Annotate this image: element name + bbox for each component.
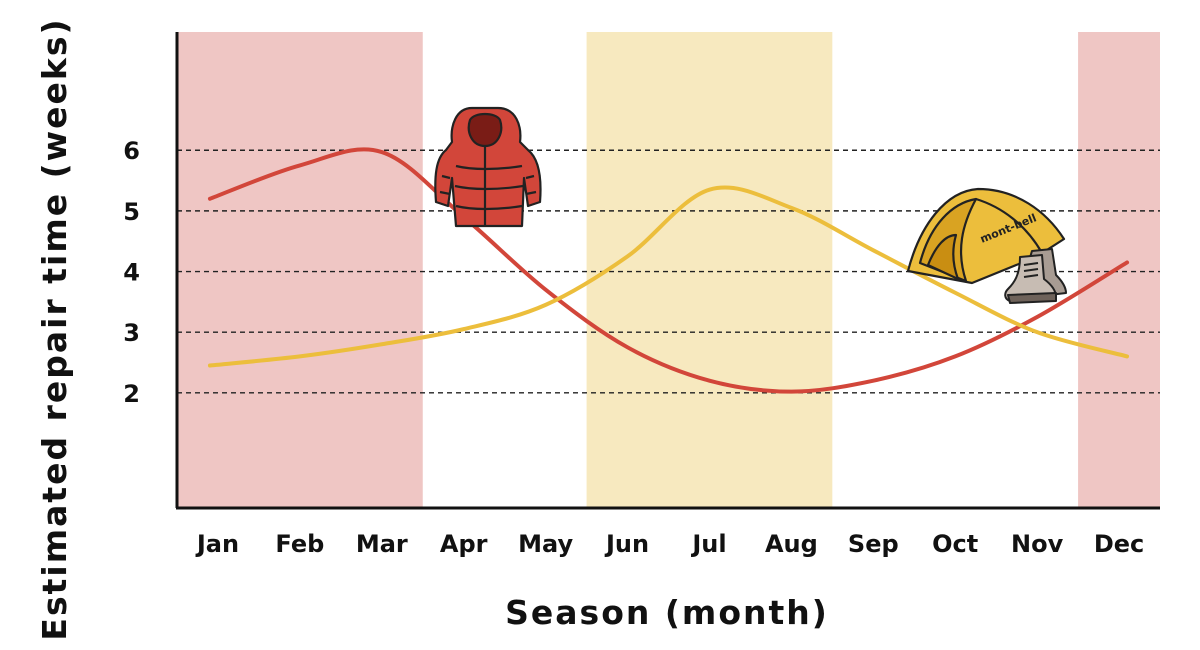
y-tick-label: 4 xyxy=(123,259,140,287)
series-lines xyxy=(207,147,1130,394)
y-tick-label: 3 xyxy=(123,319,140,347)
summer-season-band xyxy=(586,32,833,508)
x-tick-label: May xyxy=(518,530,573,558)
y-axis-title: Estimated repair time (weeks) xyxy=(35,17,74,640)
winter-season-band xyxy=(177,32,423,508)
hiking-boots-icon xyxy=(1004,248,1067,304)
season-bands xyxy=(177,32,1160,508)
x-tick-label: Nov xyxy=(1011,530,1064,558)
down-jacket-icon xyxy=(434,106,542,228)
x-tick-labels: Jan Feb Mar Apr May Jun Jul Aug Sep Oct Nov Dec xyxy=(195,530,1144,558)
x-tick-label: Oct xyxy=(932,530,978,558)
y-tick-labels: 2 3 4 5 6 xyxy=(123,137,140,408)
x-axis-title: Season (month) xyxy=(505,593,829,632)
y-tick-label: 6 xyxy=(123,137,140,165)
axes xyxy=(175,32,1160,510)
x-tick-label: Mar xyxy=(356,530,408,558)
x-tick-label: Dec xyxy=(1094,530,1144,558)
series-line-1 xyxy=(207,147,1130,394)
winter-season-band xyxy=(1078,32,1160,508)
series-line-2 xyxy=(207,185,1130,368)
y-tick-label: 2 xyxy=(123,380,140,408)
x-tick-label: Jul xyxy=(690,530,726,558)
x-tick-label: Jan xyxy=(195,530,239,558)
x-tick-label: Apr xyxy=(440,530,488,558)
tent-icon: mont-bell xyxy=(906,187,1066,285)
x-tick-label: Sep xyxy=(848,530,899,558)
x-tick-label: Feb xyxy=(275,530,324,558)
y-tick-label: 5 xyxy=(123,198,140,226)
x-tick-label: Aug xyxy=(765,530,818,558)
x-tick-label: Jun xyxy=(604,530,649,558)
